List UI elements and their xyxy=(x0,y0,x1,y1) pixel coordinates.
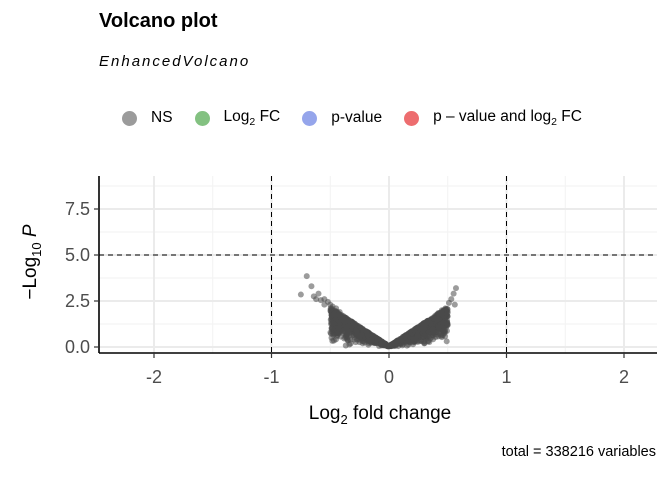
data-point-outlier xyxy=(451,301,458,308)
data-point xyxy=(374,335,381,342)
volcano-plot: -2 -1 0 1 2 0.0 2.5 5.0 7.5 Log2 fold change −Lo… xyxy=(20,176,657,427)
legend-dot-pvalue-icon xyxy=(302,110,318,126)
legend-label-log2fc: Log2 FC xyxy=(224,108,281,128)
data-point xyxy=(330,320,337,327)
legend-label-pvalue-log2fc-suffix: FC xyxy=(557,107,582,125)
y-tick-label: 0.0 xyxy=(65,337,90,357)
cutoff-lines xyxy=(99,176,657,353)
data-point xyxy=(444,321,451,328)
legend-label-log2fc-sub: 2 xyxy=(249,116,256,129)
legend-label-pvalue-log2fc: p – value and log2 FC xyxy=(433,108,582,128)
legend-label-log2fc-main: Log xyxy=(223,107,250,125)
plot-grid xyxy=(99,176,657,353)
data-point xyxy=(330,332,337,339)
data-point xyxy=(421,322,428,329)
axis-ticks: -2 -1 0 1 2 0.0 2.5 5.0 7.5 xyxy=(65,199,629,387)
data-point xyxy=(346,341,353,348)
y-tick-label: 7.5 xyxy=(65,199,90,219)
legend-dot-log2fc-icon xyxy=(194,110,210,126)
data-point xyxy=(378,341,385,348)
x-tick-label: 1 xyxy=(501,367,511,387)
x-axis-label: Log2 fold change xyxy=(309,403,451,427)
data-point xyxy=(424,333,431,340)
data-point-outlier xyxy=(315,290,322,297)
legend-item-pvalue-log2fc: p – value and log2 FC xyxy=(404,108,582,128)
data-point-outlier xyxy=(308,283,315,290)
legend-label-pvalue-log2fc-sub: 2 xyxy=(551,116,557,129)
data-point xyxy=(343,331,350,338)
data-point-outlier xyxy=(336,309,343,316)
data-point xyxy=(343,324,350,331)
legend: NS Log2 FC p-value p – value and log2 FC xyxy=(122,104,604,132)
x-tick-label: 0 xyxy=(384,367,394,387)
data-point-outlier xyxy=(445,299,452,306)
legend-item-log2fc: Log2 FC xyxy=(194,108,281,128)
chart-title: Volcano plot xyxy=(99,10,218,32)
x-tick-label: 2 xyxy=(619,367,629,387)
data-point xyxy=(402,332,409,339)
data-point xyxy=(335,325,342,332)
data-point-outlier xyxy=(321,301,328,308)
y-tick-label: 5.0 xyxy=(65,245,90,265)
data-point xyxy=(432,329,439,336)
data-point xyxy=(431,315,438,322)
data-point-outlier xyxy=(450,290,457,297)
data-point xyxy=(358,332,365,339)
data-point-outlier xyxy=(444,309,451,316)
data-point-outlier xyxy=(303,273,310,280)
legend-item-ns: NS xyxy=(122,109,173,127)
legend-label-log2fc-suffix: FC xyxy=(255,107,281,125)
data-point xyxy=(332,312,339,319)
legend-label-pvalue-log2fc-main: p – value and log xyxy=(433,107,552,125)
data-point xyxy=(440,327,447,334)
data-point-outlier xyxy=(313,296,320,303)
total-caption: total = 338216 variables xyxy=(501,444,656,460)
data-point xyxy=(368,336,375,343)
data-point xyxy=(435,324,442,331)
legend-dot-ns-icon xyxy=(122,110,137,126)
data-point xyxy=(328,325,335,332)
chart-subtitle: EnhancedVolcano xyxy=(99,53,251,70)
x-tick-label: -1 xyxy=(263,367,279,387)
x-tick-label: -2 xyxy=(146,367,162,387)
data-point xyxy=(330,337,337,344)
plot-axes xyxy=(98,176,657,354)
data-point xyxy=(443,338,450,345)
data-point xyxy=(415,324,422,331)
legend-label-ns: NS xyxy=(151,109,173,126)
data-point xyxy=(354,331,361,338)
data-point xyxy=(359,340,366,347)
data-point xyxy=(407,339,414,346)
data-point xyxy=(340,312,347,319)
legend-dot-pvalue-log2fc-icon xyxy=(404,110,420,126)
data-point xyxy=(392,340,399,347)
legend-item-pvalue: p-value xyxy=(302,109,382,127)
data-point-outlier xyxy=(435,309,442,316)
y-tick-label: 2.5 xyxy=(65,291,90,311)
data-point-outlier xyxy=(452,285,459,292)
data-points xyxy=(297,273,459,350)
data-point-outlier xyxy=(297,291,304,298)
data-point xyxy=(414,332,421,339)
legend-label-pvalue: p-value xyxy=(331,109,383,126)
y-axis-label: −Log10 P xyxy=(20,224,44,300)
